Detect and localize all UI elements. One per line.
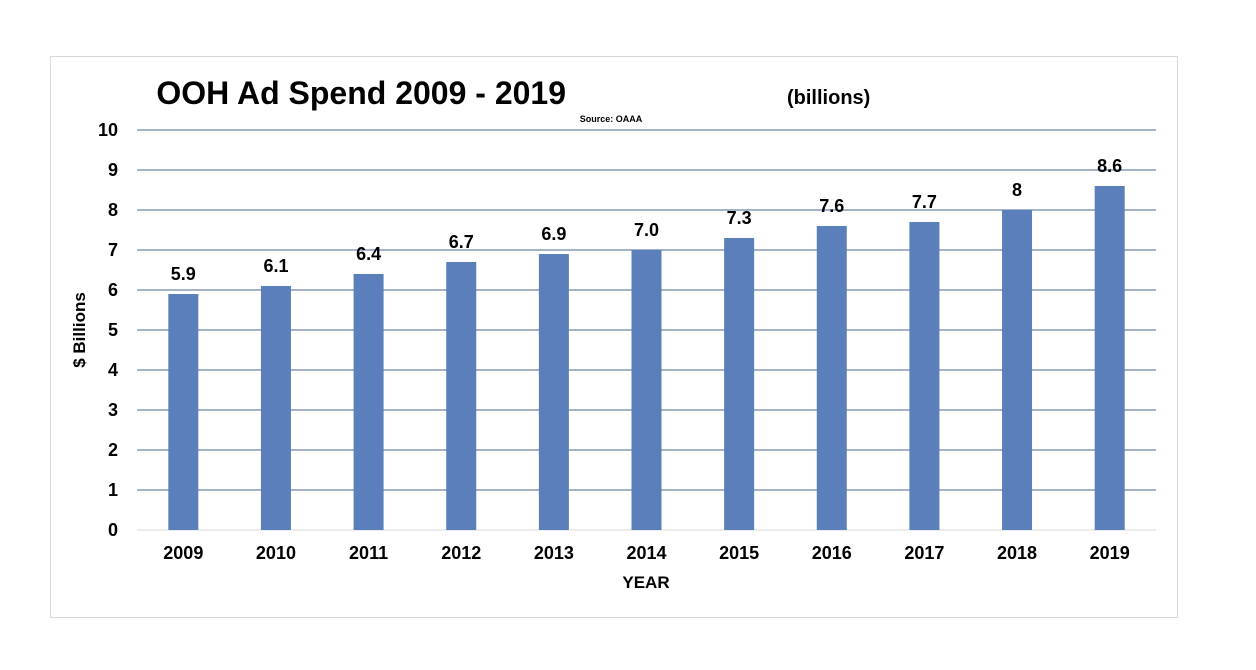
y-tick-label: 5 [108, 320, 118, 340]
y-tick-label: 6 [108, 280, 118, 300]
chart-title: OOH Ad Spend 2009 - 2019 [156, 75, 566, 111]
data-label-2015: 7.3 [727, 208, 752, 228]
y-axis-ticks: 0 1 2 3 4 5 6 7 8 9 10 [98, 120, 118, 540]
chart-title-suffix: (billions) [787, 87, 870, 109]
data-label-2017: 7.7 [912, 192, 937, 212]
y-tick-label: 1 [108, 480, 118, 500]
bar-2014 [631, 250, 662, 530]
bar-2010 [260, 286, 291, 530]
x-tick-label-2013: 2013 [534, 543, 574, 563]
data-label-2019: 8.6 [1097, 156, 1122, 176]
x-tick-label-2014: 2014 [626, 543, 666, 563]
data-label-2016: 7.6 [819, 196, 844, 216]
data-label-2018: 8 [1012, 180, 1022, 200]
y-tick-label: 8 [108, 200, 118, 220]
x-tick-label-2009: 2009 [163, 543, 203, 563]
gridlines [137, 129, 1156, 531]
x-tick-label-2019: 2019 [1090, 543, 1130, 563]
data-labels: 5.9 6.1 6.4 6.7 6.9 7.0 7.3 7.6 7.7 8 8.6 [171, 156, 1122, 284]
x-tick-label-2018: 2018 [997, 543, 1037, 563]
bar-2012 [446, 262, 477, 530]
bar-2019 [1094, 186, 1125, 530]
data-label-2010: 6.1 [263, 256, 288, 276]
y-tick-label: 4 [108, 360, 118, 380]
bars [168, 186, 1125, 530]
data-label-2011: 6.4 [356, 244, 381, 264]
chart-source: Source: OAAA [580, 114, 643, 124]
bar-2009 [168, 294, 199, 530]
bar-2018 [1002, 210, 1033, 530]
x-axis-title: YEAR [622, 573, 669, 592]
x-tick-label-2012: 2012 [441, 543, 481, 563]
data-label-2009: 5.9 [171, 264, 196, 284]
x-tick-label-2017: 2017 [904, 543, 944, 563]
bar-2017 [909, 222, 940, 530]
y-tick-label: 10 [98, 120, 118, 140]
y-tick-label: 0 [108, 520, 118, 540]
x-tick-label-2015: 2015 [719, 543, 759, 563]
x-tick-label-2016: 2016 [812, 543, 852, 563]
bar-2013 [538, 254, 569, 530]
data-label-2014: 7.0 [634, 220, 659, 240]
y-tick-label: 3 [108, 400, 118, 420]
bar-2011 [353, 274, 384, 530]
x-tick-label-2011: 2011 [349, 543, 388, 563]
bar-2015 [724, 238, 755, 530]
y-tick-label: 7 [108, 240, 118, 260]
data-label-2012: 6.7 [449, 232, 474, 252]
y-tick-label: 2 [108, 440, 118, 460]
x-tick-label-2010: 2010 [256, 543, 296, 563]
y-tick-label: 9 [108, 160, 118, 180]
x-axis-ticks: 2009 2010 2011 2012 2013 2014 2015 2016 2017 2018… [163, 543, 1129, 563]
chart-frame [50, 56, 1178, 618]
data-label-2013: 6.9 [541, 224, 566, 244]
y-axis-title: $ Billions [70, 292, 89, 368]
bar-2016 [816, 226, 847, 530]
